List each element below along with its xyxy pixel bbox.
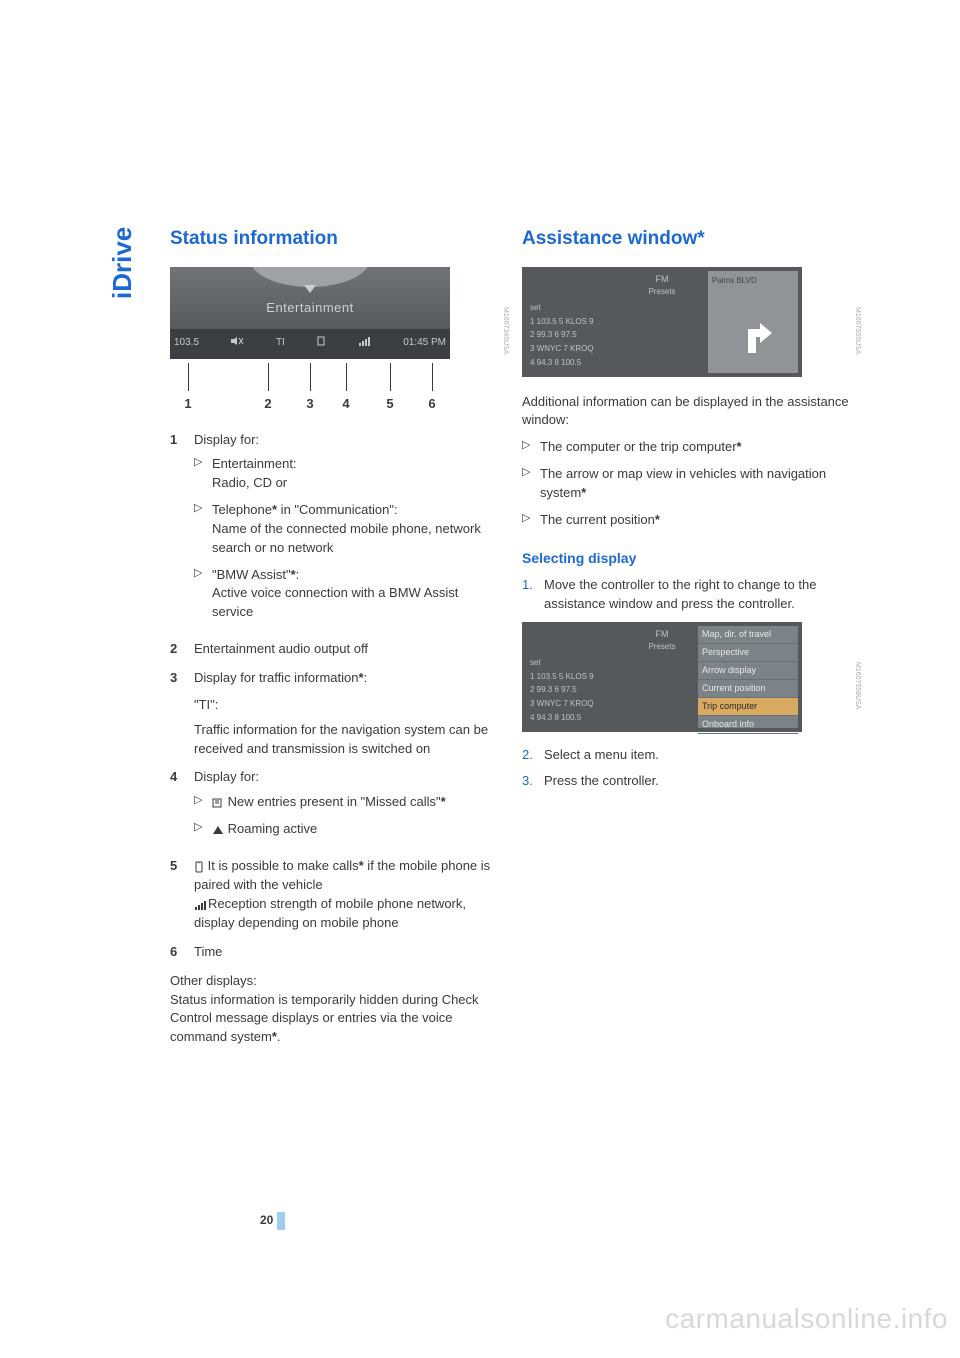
side-tab: iDrive xyxy=(104,227,142,299)
bar-time: 01:45 PM xyxy=(403,336,446,351)
right-column: Assistance window* FM Presets set1 103.5… xyxy=(522,225,850,1055)
left-column: Status information Entertainment 103.5 T… xyxy=(170,225,498,1055)
menu-item: Perspective xyxy=(698,644,798,662)
page-content: Status information Entertainment 103.5 T… xyxy=(170,225,850,1055)
sub-item: Entertainment:Radio, CD or xyxy=(194,455,498,493)
assistance-bullets: The computer or the trip computer* The ar… xyxy=(522,438,850,529)
step-2: Select a menu item. xyxy=(544,747,659,762)
list-item-4: 4Display for: New entries present in "Mi… xyxy=(170,768,498,847)
bullet-item: The current position* xyxy=(522,511,850,530)
sub-item: "BMW Assist"*:Active voice connection wi… xyxy=(194,566,498,623)
figure-assistance-2: FM Presets set1 103.5 5 KLOS 92 99.3 6 9… xyxy=(522,622,802,732)
menu-item: Trip computer xyxy=(698,698,798,716)
bullet-item: The arrow or map view in vehicles with n… xyxy=(522,465,850,503)
menu-item: Current position xyxy=(698,680,798,698)
heading-status-info: Status information xyxy=(170,225,498,253)
list-item-2: 2Entertainment audio output off xyxy=(170,640,498,659)
sub-item: Telephone* in "Communication":Name of th… xyxy=(194,501,498,558)
steps-list-cont: 2.Select a menu item. 3.Press the contro… xyxy=(522,746,850,792)
callout-1: 1 xyxy=(184,395,191,414)
mute-icon xyxy=(230,336,244,352)
fig2-code: M1607555USA xyxy=(852,307,862,354)
step-1: Move the controller to the right to chan… xyxy=(544,577,816,611)
other-displays-body: Status information is temporarily hidden… xyxy=(170,991,498,1048)
assistance-intro: Additional information can be displayed … xyxy=(522,393,850,431)
sub-item: Roaming active xyxy=(194,820,498,839)
callout-2: 2 xyxy=(264,395,271,414)
turn-arrow-icon xyxy=(736,315,776,355)
sub-item: New entries present in "Missed calls"* xyxy=(194,793,498,812)
signal-icon xyxy=(358,336,372,352)
roam-icon xyxy=(212,820,224,839)
list-item-6: 6Time xyxy=(170,943,498,962)
callout-4: 4 xyxy=(342,395,349,414)
figure-callouts: 1 2 3 4 5 6 xyxy=(170,363,450,419)
figure-assistance-1: FM Presets set1 103.5 5 KLOS 92 99.3 6 9… xyxy=(522,267,802,377)
menu-item: Map, dir. of travel xyxy=(698,626,798,644)
bar-ti: TI xyxy=(276,336,285,351)
watermark: carmanualsonline.info xyxy=(665,1299,948,1340)
fig1-code: M1607345USA xyxy=(500,307,510,354)
menu-item: Arrow display xyxy=(698,662,798,680)
entertainment-label: Entertainment xyxy=(266,299,353,318)
bar-freq: 103.5 xyxy=(174,336,199,351)
missed-call-icon xyxy=(316,336,326,352)
fig3-code: M1607558USA xyxy=(852,662,862,709)
steps-list: 1.Move the controller to the right to ch… xyxy=(522,576,850,614)
bullet-item: The computer or the trip computer* xyxy=(522,438,850,457)
callout-3: 3 xyxy=(306,395,313,414)
list-item-5: 5 It is possible to make calls* if the m… xyxy=(170,857,498,933)
missed-icon xyxy=(212,793,224,812)
callout-5: 5 xyxy=(386,395,393,414)
step-3: Press the controller. xyxy=(544,773,659,788)
phone-icon xyxy=(194,857,204,876)
menu-item: Onboard info xyxy=(698,716,798,734)
assistance-side-menu: Map, dir. of travelPerspectiveArrow disp… xyxy=(698,626,798,728)
figure-status-bar: Entertainment 103.5 TI 01:45 PM 1 2 xyxy=(170,267,498,419)
bars-icon xyxy=(194,895,208,914)
status-list: 1Display for:Entertainment:Radio, CD orT… xyxy=(170,431,498,962)
heading-assistance: Assistance window* xyxy=(522,225,850,253)
page-number: 20 xyxy=(260,1212,285,1230)
heading-selecting-display: Selecting display xyxy=(522,548,850,568)
list-item-1: 1Display for:Entertainment:Radio, CD orT… xyxy=(170,431,498,631)
list-item-3: 3Display for traffic information*:"TI":T… xyxy=(170,669,498,758)
callout-6: 6 xyxy=(428,395,435,414)
other-displays-label: Other displays: xyxy=(170,972,498,991)
